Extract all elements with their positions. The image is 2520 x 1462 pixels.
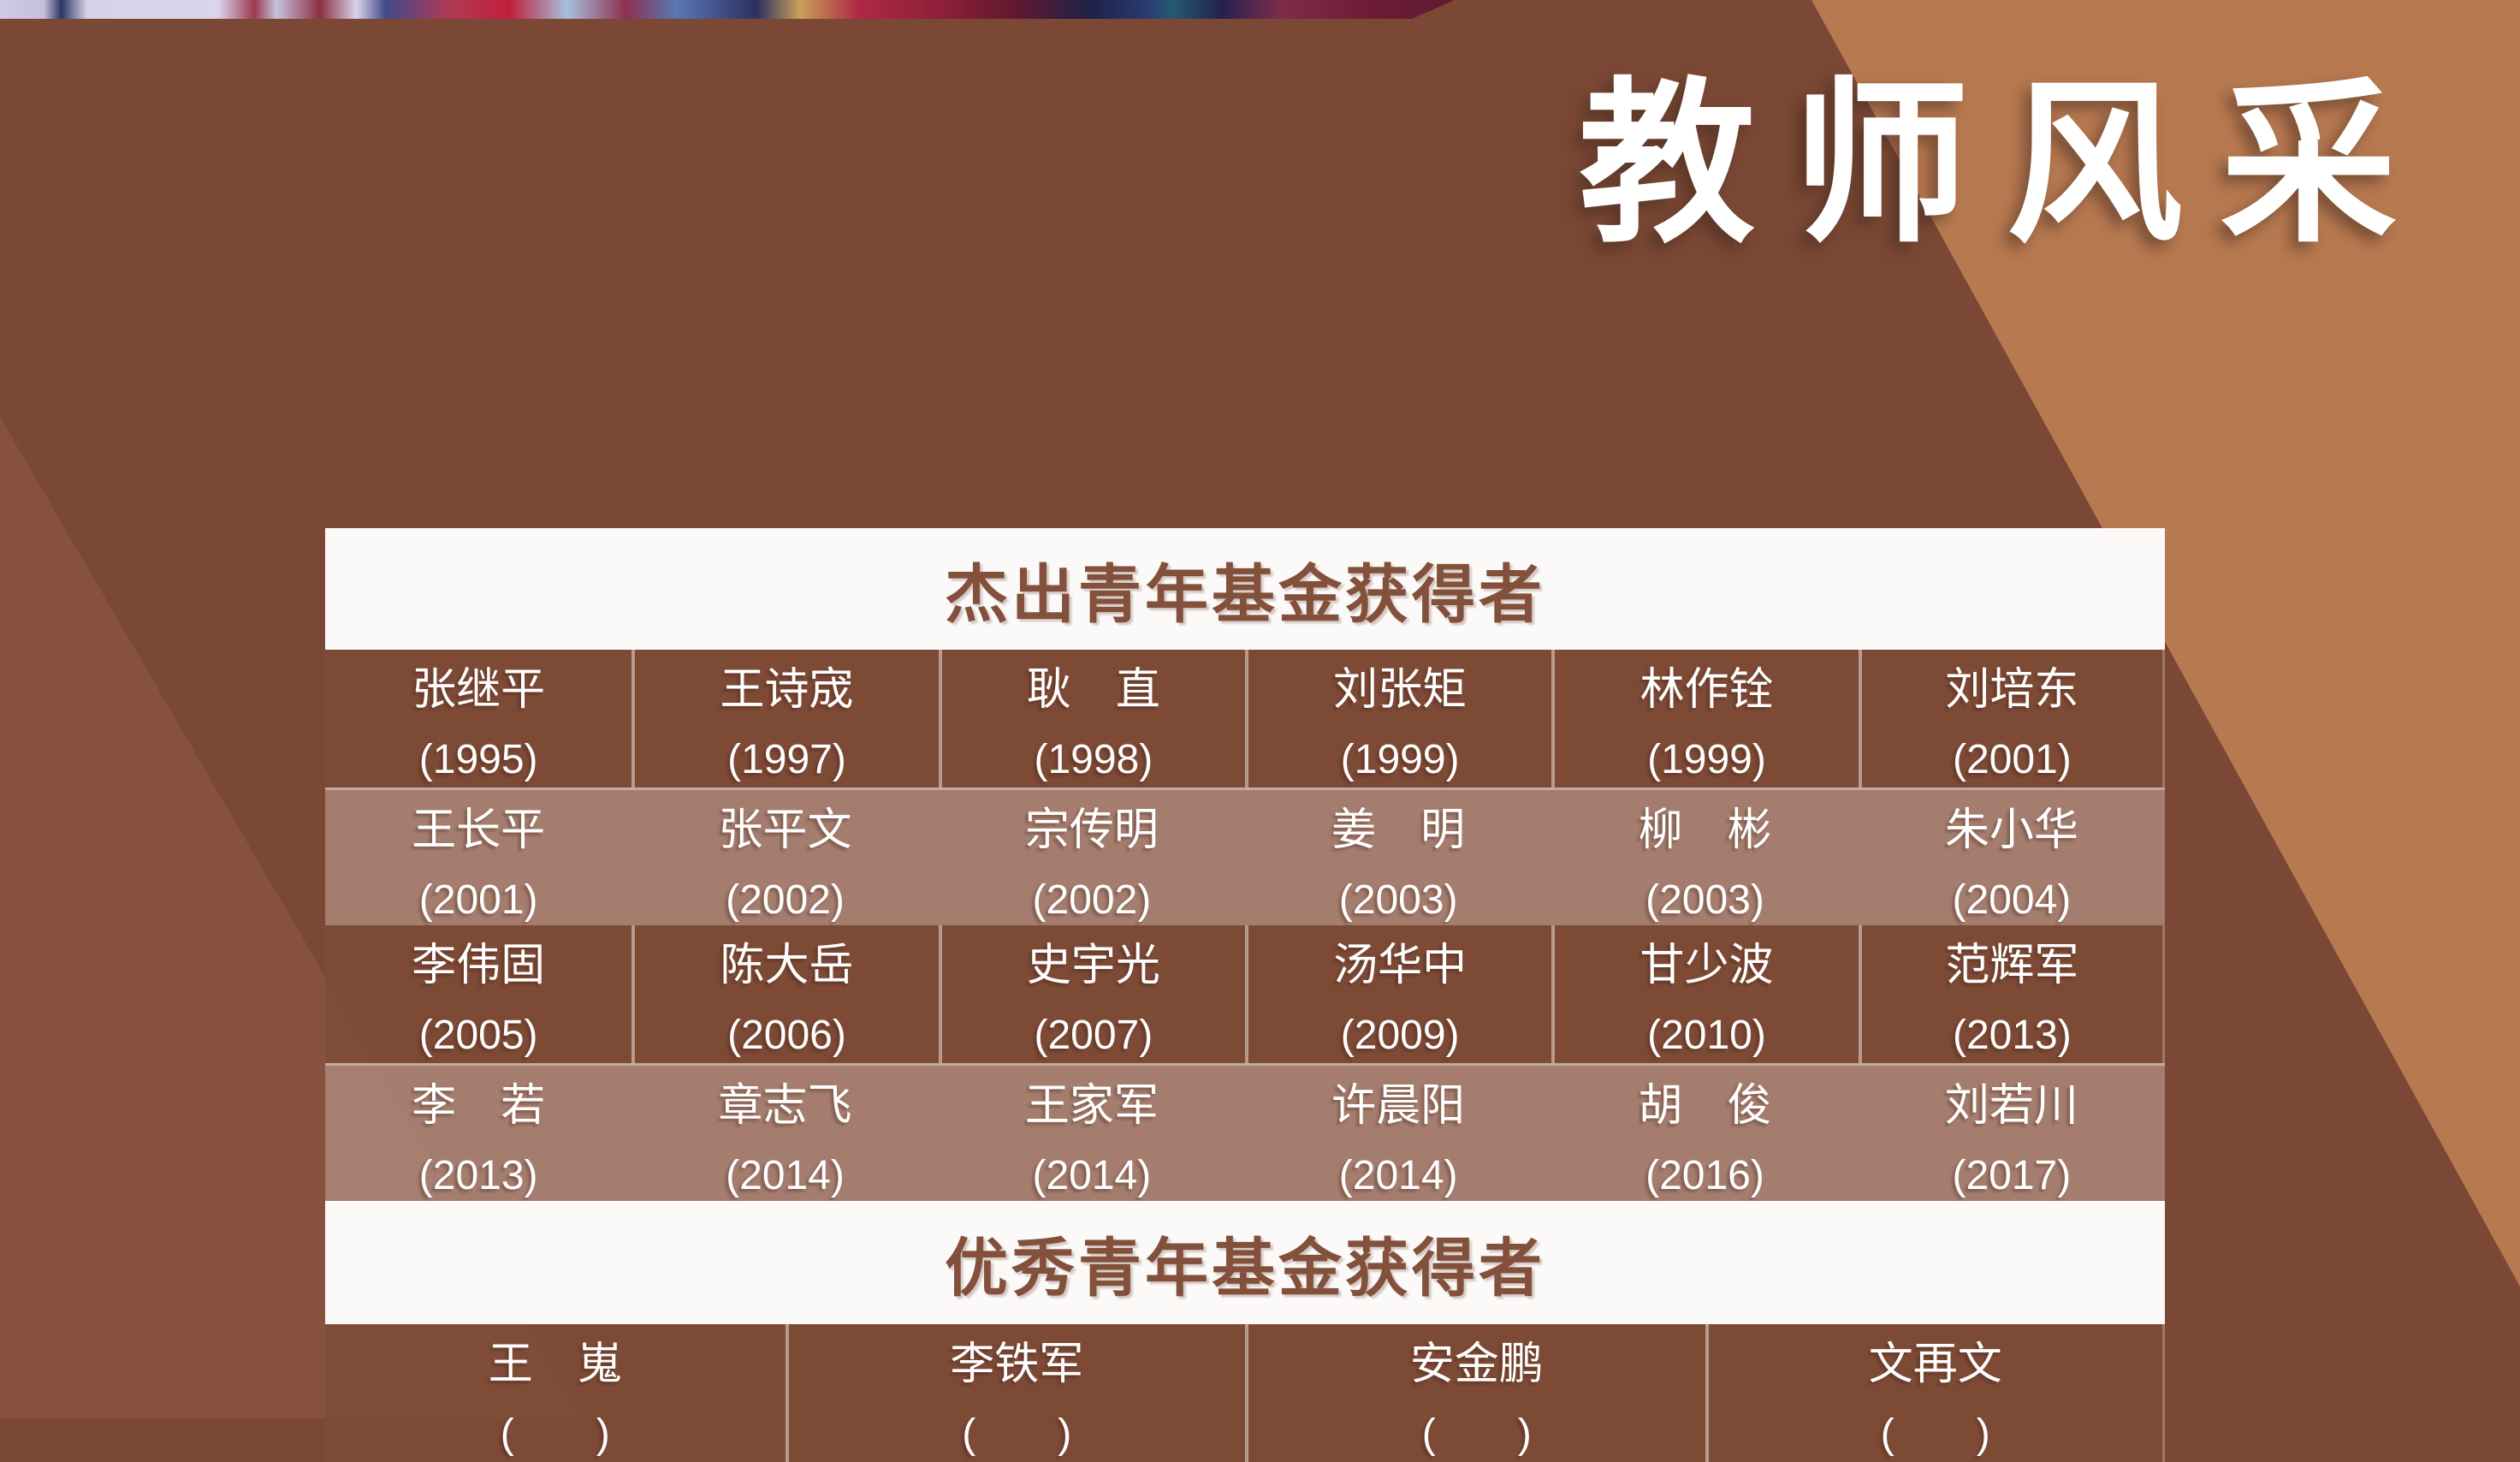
awardee-year: (2014) bbox=[1338, 1153, 1458, 1198]
awardee-cell: 宗传明 (2002) bbox=[939, 790, 1245, 925]
awardee-year: (2010) bbox=[1647, 1013, 1766, 1058]
awardee-name: 耿 直 bbox=[1026, 665, 1160, 715]
awardee-name: 姜 明 bbox=[1331, 805, 1466, 855]
awardee-name: 李铁军 bbox=[950, 1340, 1084, 1389]
awardee-year: ( ) bbox=[1880, 1411, 1990, 1457]
awardee-year: ( ) bbox=[500, 1411, 610, 1457]
awardee-year: (1995) bbox=[418, 737, 538, 782]
awardee-year: (1998) bbox=[1034, 737, 1153, 782]
awardee-name: 胡 俊 bbox=[1638, 1081, 1772, 1131]
awardee-cell: 王家军 (2014) bbox=[939, 1066, 1245, 1201]
awardee-year: (2013) bbox=[1952, 1013, 2072, 1058]
awardee-year: (2017) bbox=[1952, 1153, 2072, 1198]
awardee-year: ( ) bbox=[962, 1411, 1072, 1457]
awardee-cell: 姜 明 (2003) bbox=[1245, 790, 1551, 925]
awardee-year: (2007) bbox=[1034, 1013, 1153, 1058]
awardee-name: 许晨阳 bbox=[1331, 1081, 1466, 1131]
awardee-name: 王家军 bbox=[1024, 1081, 1159, 1131]
awardee-name: 史宇光 bbox=[1026, 941, 1160, 990]
awardee-name: 范辉军 bbox=[1945, 941, 2079, 990]
awardee-cell: 刘张矩 (1999) bbox=[1245, 650, 1551, 787]
awardee-year: (1999) bbox=[1340, 737, 1460, 782]
awardee-year: (1999) bbox=[1647, 737, 1766, 782]
awardee-cell: 刘若川 (2017) bbox=[1859, 1066, 2165, 1201]
table-row: 张继平 (1995) 王诗宬 (1997) 耿 直 (1998) 刘张矩 (1999) … bbox=[325, 650, 2165, 787]
awardee-name: 李伟固 bbox=[412, 941, 546, 990]
awardee-year: (2014) bbox=[726, 1153, 845, 1198]
awardee-cell: 林作铨 (1999) bbox=[1551, 650, 1858, 787]
awardee-cell: 章志飞 (2014) bbox=[631, 1066, 938, 1201]
awardee-cell: 范辉军 (2013) bbox=[1858, 925, 2165, 1063]
awardee-name: 汤华中 bbox=[1333, 941, 1468, 990]
awardee-year: (2002) bbox=[1032, 877, 1152, 923]
awardee-name: 王长平 bbox=[412, 805, 546, 855]
awardee-name: 陈大岳 bbox=[720, 941, 854, 990]
table-header-distinguished-young-scholars: 杰出青年基金获得者 bbox=[325, 528, 2165, 650]
awardee-year: ( ) bbox=[1421, 1411, 1532, 1457]
awardee-cell: 王 嵬 ( ) bbox=[325, 1324, 786, 1462]
awardee-cell: 胡 俊 (2016) bbox=[1551, 1066, 1858, 1201]
awardee-cell: 柳 彬 (2003) bbox=[1551, 790, 1858, 925]
awardee-cell: 朱小华 (2004) bbox=[1859, 790, 2165, 925]
awardee-year: (2003) bbox=[1645, 877, 1764, 923]
awardee-name: 刘张矩 bbox=[1333, 665, 1468, 715]
table-row: 李伟固 (2005) 陈大岳 (2006) 史宇光 (2007) 汤华中 (2009) … bbox=[325, 925, 2165, 1063]
awardee-cell: 李铁军 ( ) bbox=[785, 1324, 1246, 1462]
awardee-cell: 安金鹏 ( ) bbox=[1245, 1324, 1705, 1462]
awardee-year: (1997) bbox=[727, 737, 846, 782]
awardee-name: 王诗宬 bbox=[720, 665, 854, 715]
awardee-cell: 甘少波 (2010) bbox=[1551, 925, 1858, 1063]
awardee-name: 李 若 bbox=[412, 1081, 546, 1131]
awards-table: 杰出青年基金获得者 张继平 (1995) 王诗宬 (1997) 耿 直 (1998) … bbox=[325, 528, 2165, 1462]
awardee-name: 宗传明 bbox=[1024, 805, 1159, 855]
awardee-year: (2016) bbox=[1645, 1153, 1764, 1198]
table-row: 李 若 (2013) 章志飞 (2014) 王家军 (2014) 许晨阳 (2014) … bbox=[325, 1063, 2165, 1201]
awardee-name: 甘少波 bbox=[1639, 941, 1774, 990]
awardee-cell: 李伟固 (2005) bbox=[325, 925, 631, 1063]
awardee-year: (2003) bbox=[1338, 877, 1458, 923]
awardee-name: 张继平 bbox=[412, 665, 546, 715]
awardee-year: (2001) bbox=[418, 877, 538, 923]
awardee-year: (2004) bbox=[1952, 877, 2072, 923]
awardee-name: 王 嵬 bbox=[488, 1340, 622, 1389]
awardee-year: (2014) bbox=[1032, 1153, 1152, 1198]
table-row: 王 嵬 ( ) 李铁军 ( ) 安金鹏 ( ) 文再文 ( ) bbox=[325, 1324, 2165, 1462]
awardee-cell: 张继平 (1995) bbox=[325, 650, 631, 787]
awardee-name: 朱小华 bbox=[1944, 805, 2078, 855]
awardee-year: (2013) bbox=[418, 1153, 538, 1198]
top-photo-strip bbox=[0, 0, 1455, 19]
awardee-year: (2005) bbox=[418, 1013, 538, 1058]
awardee-year: (2001) bbox=[1952, 737, 2072, 782]
page-title: 教师风采 bbox=[1578, 66, 2434, 263]
awardee-name: 章志飞 bbox=[718, 1081, 852, 1131]
awardee-cell: 王长平 (2001) bbox=[325, 790, 631, 925]
awardee-name: 安金鹏 bbox=[1409, 1340, 1544, 1389]
awardee-cell: 汤华中 (2009) bbox=[1245, 925, 1551, 1063]
awardee-name: 刘若川 bbox=[1944, 1081, 2078, 1131]
awardee-name: 文再文 bbox=[1868, 1340, 2002, 1389]
awardee-name: 张平文 bbox=[718, 805, 852, 855]
awardee-cell: 张平文 (2002) bbox=[631, 790, 938, 925]
awardee-name: 林作铨 bbox=[1639, 665, 1774, 715]
awardee-cell: 文再文 ( ) bbox=[1705, 1324, 2165, 1462]
awardee-cell: 陈大岳 (2006) bbox=[631, 925, 938, 1063]
awardee-year: (2009) bbox=[1340, 1013, 1460, 1058]
table-row: 王长平 (2001) 张平文 (2002) 宗传明 (2002) 姜 明 (2003) … bbox=[325, 787, 2165, 925]
awardee-year: (2002) bbox=[726, 877, 845, 923]
awardee-name: 刘培东 bbox=[1945, 665, 2079, 715]
awardee-cell: 许晨阳 (2014) bbox=[1245, 1066, 1551, 1201]
awardee-cell: 史宇光 (2007) bbox=[938, 925, 1245, 1063]
table-header-excellent-young-scholars: 优秀青年基金获得者 bbox=[325, 1201, 2165, 1324]
awardee-cell: 刘培东 (2001) bbox=[1858, 650, 2165, 787]
awardee-cell: 李 若 (2013) bbox=[325, 1066, 631, 1201]
awardee-year: (2006) bbox=[727, 1013, 846, 1058]
awardee-name: 柳 彬 bbox=[1638, 805, 1772, 855]
awardee-cell: 王诗宬 (1997) bbox=[631, 650, 938, 787]
awardee-cell: 耿 直 (1998) bbox=[938, 650, 1245, 787]
